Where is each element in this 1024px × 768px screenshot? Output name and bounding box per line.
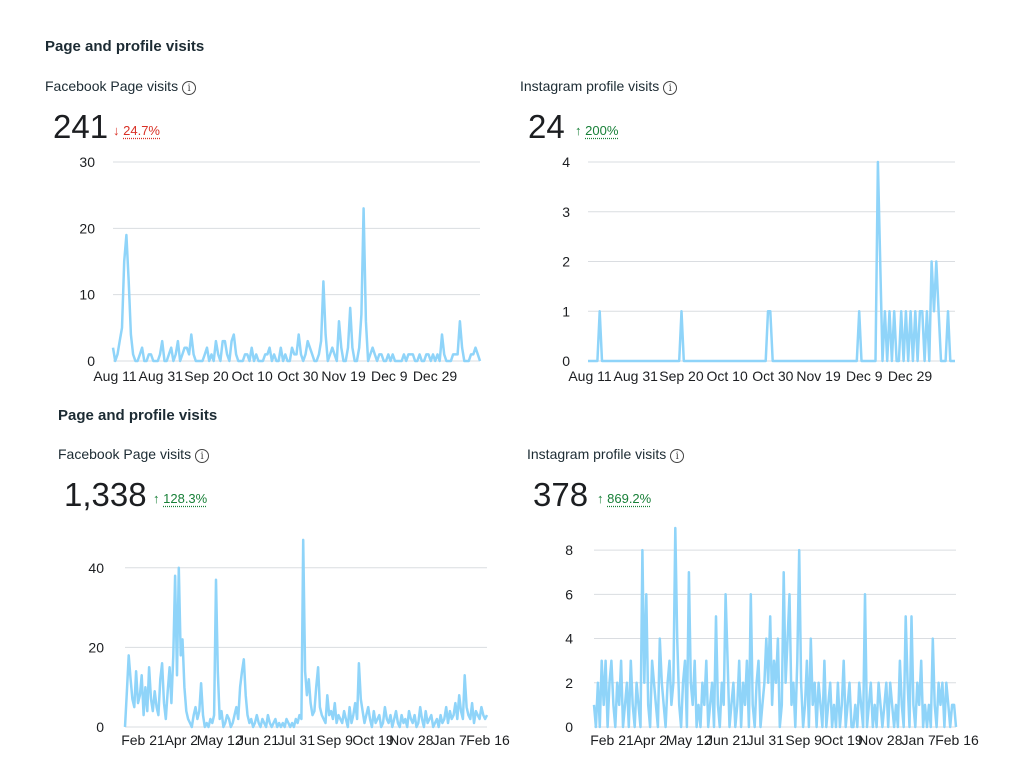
y-tick-label: 20 xyxy=(79,220,95,236)
change-indicator: ↑ 869.2% xyxy=(597,491,651,506)
instagram-profile-visits-panel-top: Instagram profile visits i 24 ↑ 200% 0 1 2 3… xyxy=(520,78,970,390)
x-tick-label: Sep 9 xyxy=(316,732,353,748)
change-indicator: ↓ 24.7% xyxy=(113,123,160,138)
panel-title: Instagram profile visits i xyxy=(520,78,678,95)
x-tick-label: Oct 19 xyxy=(821,732,862,748)
y-tick-label: 10 xyxy=(79,287,95,303)
x-tick-label: Dec 29 xyxy=(888,368,933,384)
x-tick-label: Aug 31 xyxy=(614,368,659,384)
x-tick-label: Dec 29 xyxy=(413,368,458,384)
x-tick-label: Sep 20 xyxy=(659,368,704,384)
x-tick-label: Feb 21 xyxy=(121,732,165,748)
x-tick-label: Aug 31 xyxy=(139,368,184,384)
y-tick-label: 4 xyxy=(562,154,570,170)
x-tick-label: Oct 30 xyxy=(277,368,318,384)
x-tick-label: Oct 10 xyxy=(232,368,273,384)
y-tick-label: 0 xyxy=(565,719,573,735)
x-tick-label: Apr 2 xyxy=(634,732,668,748)
x-tick-label: Oct 19 xyxy=(352,732,393,748)
panel-title-label: Instagram profile visits xyxy=(527,446,667,462)
change-percent[interactable]: 24.7% xyxy=(123,123,160,138)
arrow-down-icon: ↓ xyxy=(113,123,120,138)
series-line[interactable] xyxy=(111,207,482,363)
x-tick-label: Jun 21 xyxy=(706,732,748,748)
panel-title-label: Facebook Page visits xyxy=(45,78,179,94)
y-tick-label: 2 xyxy=(565,675,573,691)
y-tick-label: 0 xyxy=(87,353,95,369)
info-icon[interactable]: i xyxy=(670,449,685,463)
x-tick-label: Jan 7 xyxy=(902,732,936,748)
y-tick-label: 20 xyxy=(88,639,104,655)
y-tick-label: 0 xyxy=(562,353,570,369)
total-value: 1,338 xyxy=(64,476,147,513)
x-tick-label: Oct 10 xyxy=(707,368,748,384)
facebook-page-visits-panel-bottom: Facebook Page visits i 1,338 ↑ 128.3% 0 20… xyxy=(58,446,510,756)
arrow-up-icon: ↑ xyxy=(153,491,160,506)
change-percent[interactable]: 869.2% xyxy=(607,491,652,506)
x-tick-label: Nov 28 xyxy=(858,732,903,748)
x-tick-label: Sep 9 xyxy=(785,732,822,748)
section-title-top: Page and profile visits xyxy=(45,38,205,55)
panel-title: Facebook Page visits i xyxy=(58,446,210,463)
x-tick-label: Feb 21 xyxy=(590,732,634,748)
change-percent[interactable]: 128.3% xyxy=(163,491,208,506)
y-tick-label: 40 xyxy=(88,560,104,576)
panel-title-label: Facebook Page visits xyxy=(58,446,192,462)
x-tick-label: Aug 11 xyxy=(93,368,137,384)
x-tick-label: May 12 xyxy=(197,732,243,748)
y-tick-label: 0 xyxy=(96,719,104,735)
y-tick-label: 6 xyxy=(565,586,573,602)
x-tick-label: Jul 31 xyxy=(747,732,785,748)
panel-title: Facebook Page visits i xyxy=(45,78,197,95)
panel-title-label: Instagram profile visits xyxy=(520,78,660,94)
x-tick-label: Nov 28 xyxy=(389,732,434,748)
x-tick-label: Nov 19 xyxy=(321,368,366,384)
x-tick-label: Feb 16 xyxy=(466,732,510,748)
x-tick-label: Aug 11 xyxy=(568,368,612,384)
total-value: 241 xyxy=(53,108,109,145)
y-tick-label: 8 xyxy=(565,542,573,558)
x-tick-label: Jan 7 xyxy=(433,732,467,748)
change-percent[interactable]: 200% xyxy=(585,123,619,138)
y-tick-label: 3 xyxy=(562,204,570,220)
info-icon[interactable]: i xyxy=(663,81,678,95)
x-tick-label: Feb 16 xyxy=(935,732,979,748)
x-tick-label: Dec 9 xyxy=(371,368,408,384)
change-indicator: ↑ 128.3% xyxy=(153,491,207,506)
x-tick-label: Sep 20 xyxy=(184,368,229,384)
y-tick-label: 30 xyxy=(79,154,95,170)
facebook-page-visits-chart-top: 0 10 20 30 Aug 11 Aug 31 Sep 20 Oct 10 Oct 30 Nov… xyxy=(79,154,482,384)
instagram-profile-visits-chart-top: 0 1 2 3 4 Aug 11 Aug 31 Sep 20 Oct 10 Oct 30 Nov 1… xyxy=(562,154,955,384)
total-value: 24 xyxy=(528,108,565,145)
info-icon[interactable]: i xyxy=(195,449,210,463)
x-tick-label: Jun 21 xyxy=(237,732,279,748)
x-tick-label: May 12 xyxy=(666,732,712,748)
y-tick-label: 2 xyxy=(562,254,570,270)
x-tick-label: Dec 9 xyxy=(846,368,883,384)
y-tick-label: 1 xyxy=(562,303,570,319)
series-line[interactable] xyxy=(592,526,958,729)
info-icon[interactable]: i xyxy=(182,81,197,95)
change-indicator: ↑ 200% xyxy=(575,123,618,138)
x-tick-label: Apr 2 xyxy=(165,732,199,748)
x-tick-label: Jul 31 xyxy=(278,732,316,748)
arrow-up-icon: ↑ xyxy=(575,123,582,138)
series-line[interactable] xyxy=(588,160,955,363)
section-title-bottom: Page and profile visits xyxy=(58,407,218,424)
instagram-profile-visits-panel-bottom: Instagram profile visits i 378 ↑ 869.2% 0… xyxy=(527,446,979,756)
x-tick-label: Oct 30 xyxy=(752,368,793,384)
total-value: 378 xyxy=(533,476,589,513)
arrow-up-icon: ↑ xyxy=(597,491,604,506)
series-line[interactable] xyxy=(123,538,489,729)
panel-title: Instagram profile visits i xyxy=(527,446,685,463)
x-tick-label: Nov 19 xyxy=(796,368,841,384)
y-tick-label: 4 xyxy=(565,631,573,647)
facebook-page-visits-panel-top: Facebook Page visits i 241 ↓ 24.7% 0 10 20 3… xyxy=(45,78,495,390)
